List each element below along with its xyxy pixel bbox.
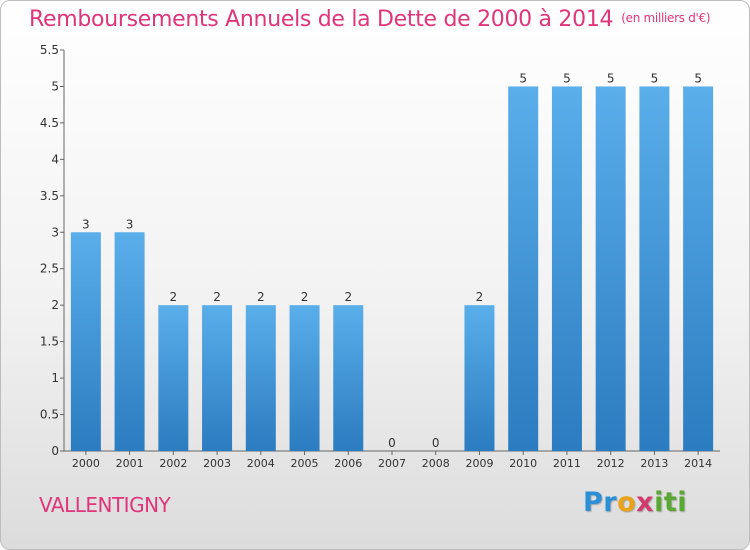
y-tick-label: 4	[51, 152, 59, 166]
x-tick-label-2001: 2001	[116, 457, 144, 470]
bar-2005	[289, 305, 320, 451]
data-label-2000: 3	[82, 217, 90, 231]
y-tick-label: 3.5	[40, 189, 59, 203]
bar-2001	[114, 232, 145, 451]
x-tick-label-2010: 2010	[509, 457, 537, 470]
bar-2002	[158, 305, 189, 451]
bar-2009	[464, 305, 495, 451]
y-tick-label: 1	[51, 371, 59, 385]
chart-unit-note: (en milliers d'€)	[621, 11, 711, 25]
x-tick-label-2002: 2002	[159, 457, 187, 470]
data-label-2002: 2	[170, 290, 178, 304]
x-tick-label-2014: 2014	[684, 457, 712, 470]
chart-bars: 3 3 2 2 2 2 2 0 0 2 5 5 5 5 5	[70, 71, 714, 452]
y-tick-label: 0.5	[40, 408, 59, 422]
data-label-2003: 2	[213, 290, 221, 304]
data-label-2001: 3	[126, 217, 134, 231]
proxiti-logo: Proxiti	[583, 487, 688, 518]
x-tick-label-2003: 2003	[203, 457, 231, 470]
x-tick-label-2006: 2006	[334, 457, 362, 470]
bar-2013	[639, 86, 670, 452]
x-tick-label-2011: 2011	[553, 457, 581, 470]
x-tick-label-2009: 2009	[465, 457, 493, 470]
y-tick-label: 5	[51, 79, 59, 93]
x-tick-label-2007: 2007	[378, 457, 406, 470]
bar-2012	[595, 86, 626, 452]
data-label-2014: 5	[694, 71, 702, 85]
x-tick-label-2005: 2005	[291, 457, 319, 470]
x-tick-label-2012: 2012	[597, 457, 625, 470]
data-label-2004: 2	[257, 290, 265, 304]
y-tick-label: 1.5	[40, 335, 59, 349]
data-label-2012: 5	[607, 71, 615, 85]
bar-2006	[333, 305, 364, 451]
y-tick-label: 0	[51, 444, 59, 458]
data-label-2006: 2	[344, 290, 352, 304]
y-tick-label: 3	[51, 225, 59, 239]
y-tick-label: 2.5	[40, 262, 59, 276]
data-label-2007: 0	[388, 436, 396, 450]
bar-2003	[202, 305, 233, 451]
bar-2014	[683, 86, 714, 452]
data-label-2009: 2	[476, 290, 484, 304]
x-tick-label-2013: 2013	[640, 457, 668, 470]
data-label-2008: 0	[432, 436, 440, 450]
y-tick-label: 4.5	[40, 116, 59, 130]
data-label-2010: 5	[519, 71, 527, 85]
data-label-2011: 5	[563, 71, 571, 85]
y-tick-label: 2	[51, 298, 59, 312]
bar-2000	[70, 232, 101, 451]
bar-2010	[508, 86, 539, 452]
data-label-2013: 5	[651, 71, 659, 85]
commune-name: VALLENTIGNY	[39, 493, 171, 517]
bar-2004	[245, 305, 276, 451]
x-tick-label-2000: 2000	[72, 457, 100, 470]
chart-title-text: Remboursements Annuels de la Dette de 20…	[29, 7, 614, 32]
x-tick-label-2004: 2004	[247, 457, 275, 470]
bar-2011	[551, 86, 582, 452]
chart-title: Remboursements Annuels de la Dette de 20…	[29, 7, 711, 32]
x-tick-label-2008: 2008	[422, 457, 450, 470]
y-tick-label: 5.5	[40, 43, 59, 57]
data-label-2005: 2	[301, 290, 309, 304]
